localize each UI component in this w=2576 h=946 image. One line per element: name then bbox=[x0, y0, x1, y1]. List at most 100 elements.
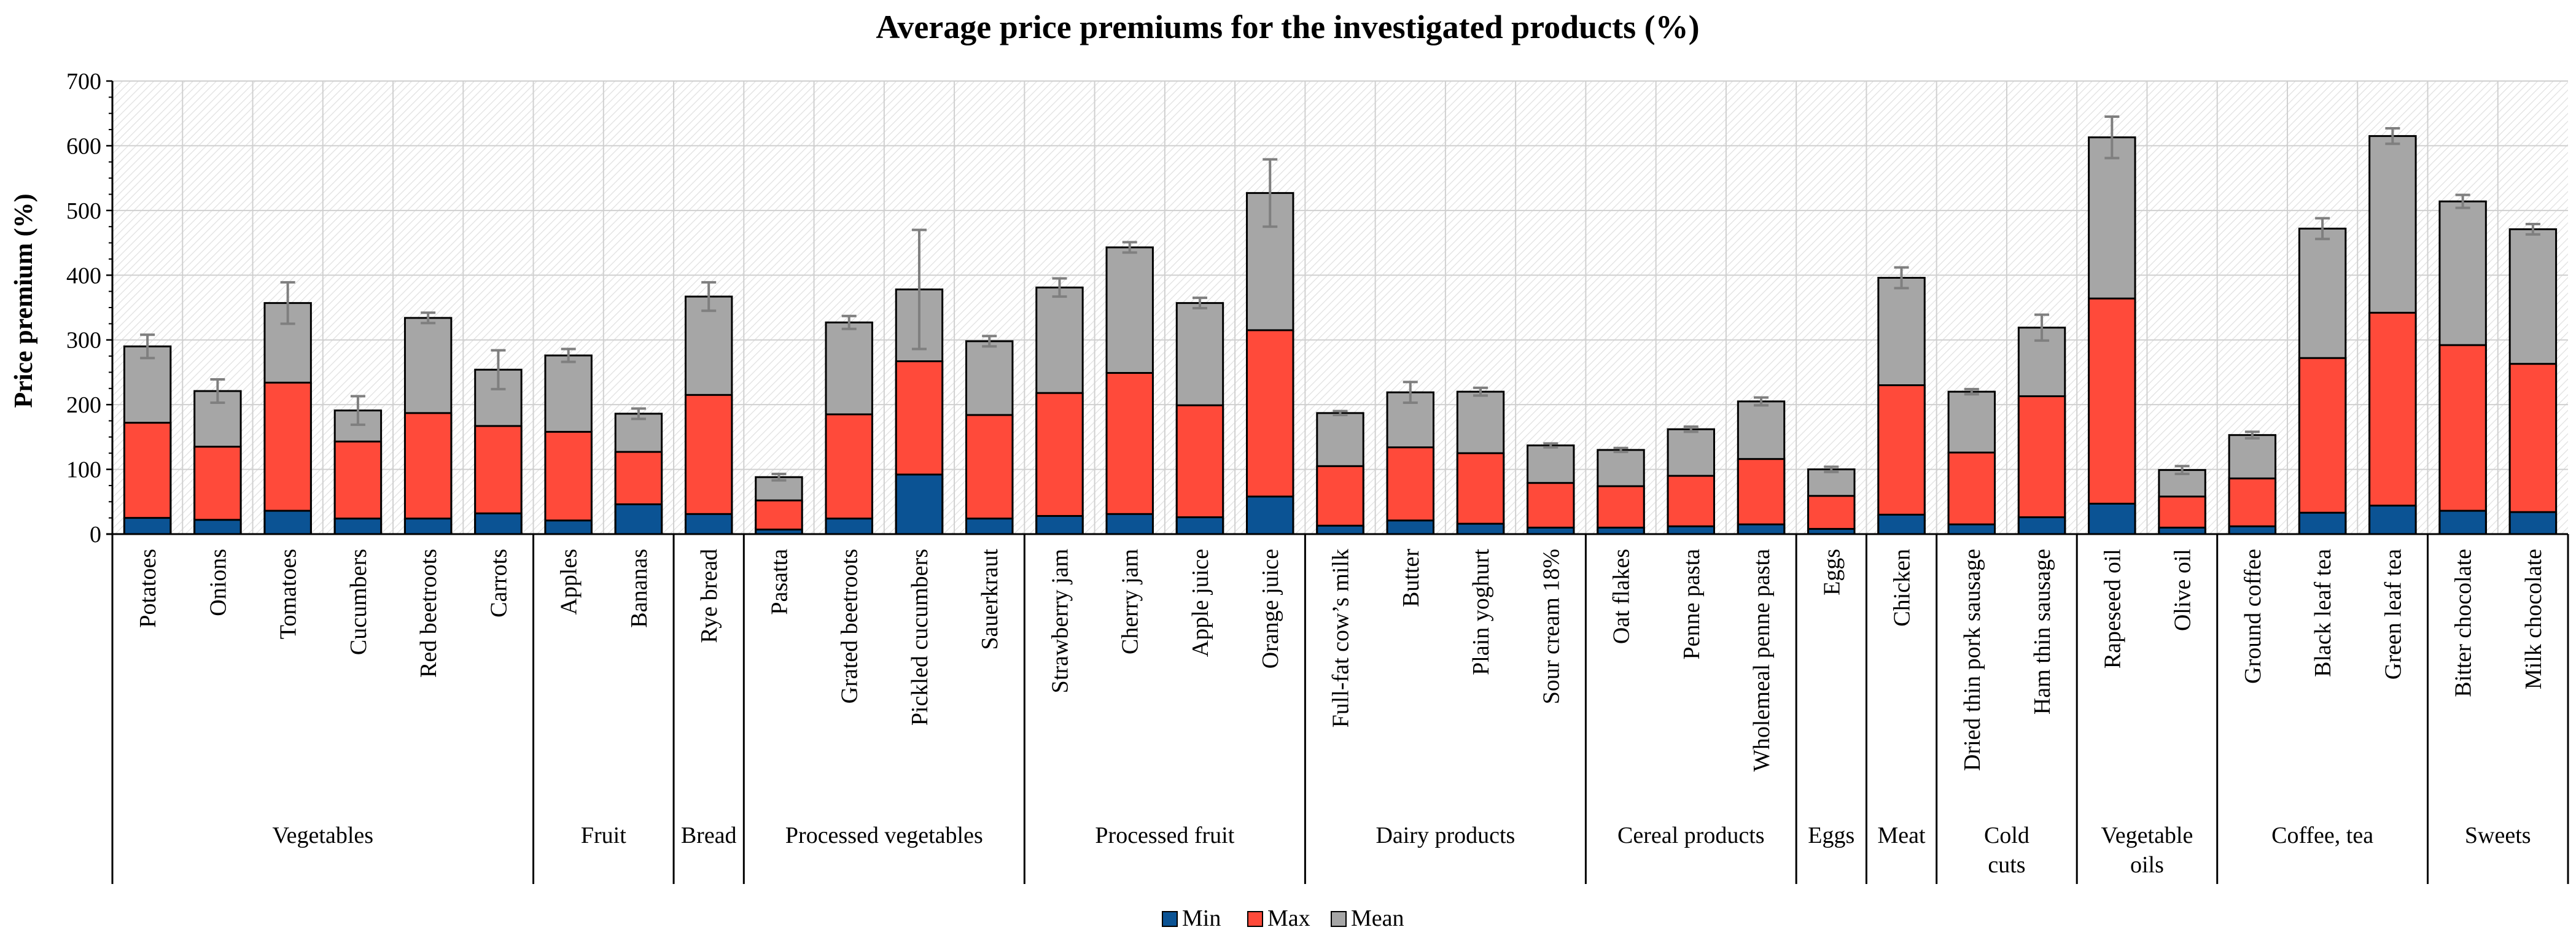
legend-swatch-mean bbox=[1331, 911, 1347, 927]
y-tick-label: 500 bbox=[66, 198, 101, 224]
group-label-line: Vegetable bbox=[2101, 823, 2193, 848]
bar-min bbox=[2508, 511, 2558, 535]
group-label-line: Cold bbox=[1984, 823, 2029, 848]
group-label: Vegetable oils bbox=[2101, 823, 2193, 878]
y-axis-label: Price premium (%) bbox=[10, 193, 38, 408]
bar-min bbox=[1456, 522, 1505, 535]
category-label: Grated beetroots bbox=[837, 549, 863, 704]
category-label: Penne pasta bbox=[1679, 549, 1705, 660]
bar-max bbox=[1035, 392, 1084, 535]
category-label: Pickled cucumbers bbox=[907, 549, 933, 726]
bar-min bbox=[1316, 524, 1364, 535]
y-tick-label: 200 bbox=[66, 392, 101, 418]
y-tick-label: 100 bbox=[66, 457, 101, 483]
group-label: Eggs bbox=[1808, 823, 1854, 848]
bar-min bbox=[1105, 513, 1154, 535]
bar-max bbox=[2298, 357, 2347, 535]
legend-label-min: Min bbox=[1182, 905, 1221, 931]
bar-max bbox=[2368, 311, 2417, 535]
category-label: Black leaf tea bbox=[2310, 549, 2336, 677]
legend: Min Max Mean bbox=[1162, 905, 1404, 931]
bar-min bbox=[895, 473, 944, 535]
bar-max bbox=[1456, 452, 1505, 535]
group-label: Cereal products bbox=[1617, 823, 1765, 848]
category-label: Onions bbox=[205, 549, 231, 616]
chart-title: Average price premiums for the investiga… bbox=[876, 9, 1699, 45]
legend-label-mean: Mean bbox=[1351, 905, 1404, 931]
bar-min bbox=[1667, 525, 1715, 535]
y-tick-label: 300 bbox=[66, 328, 101, 354]
category-label: Potatoes bbox=[135, 549, 161, 628]
bar-min bbox=[1877, 513, 1926, 535]
category-label: Milk chocolate bbox=[2521, 549, 2547, 689]
group-label: Cold cuts bbox=[1984, 823, 2029, 878]
category-label: Orange juice bbox=[1258, 549, 1283, 669]
bar-min bbox=[2438, 510, 2487, 535]
bar-min bbox=[2088, 502, 2136, 535]
bar-max bbox=[2438, 344, 2487, 535]
bar-min bbox=[965, 518, 1014, 535]
bar-max bbox=[403, 412, 453, 535]
group-label: Meat bbox=[1878, 823, 1926, 848]
legend-swatch-min bbox=[1162, 911, 1178, 927]
group-label-line: cuts bbox=[1988, 852, 2025, 878]
y-tick-label: 400 bbox=[66, 263, 101, 289]
bar-min bbox=[1737, 523, 1786, 535]
group-label: Dairy products bbox=[1376, 823, 1515, 848]
bar-min bbox=[193, 519, 242, 535]
bar-min bbox=[684, 513, 733, 535]
category-label: Tomatoes bbox=[276, 549, 302, 639]
bar-min bbox=[2228, 525, 2277, 535]
bar-min bbox=[1386, 519, 1434, 535]
category-label: Apples bbox=[556, 549, 582, 615]
bar-max bbox=[1877, 384, 1926, 535]
bar-min bbox=[474, 512, 523, 535]
group-label: Processed fruit bbox=[1095, 823, 1234, 848]
category-label: Red beetroots bbox=[416, 549, 442, 678]
category-label: Green leaf tea bbox=[2380, 549, 2406, 680]
category-label: Rye bread bbox=[696, 549, 722, 643]
bar-max bbox=[1737, 458, 1786, 535]
bar-max bbox=[2017, 395, 2066, 535]
group-label: Processed vegetables bbox=[785, 823, 983, 848]
bar-min bbox=[1947, 523, 1996, 535]
bar-max bbox=[1527, 482, 1575, 535]
category-label: Bitter chocolate bbox=[2451, 549, 2477, 697]
bar-min bbox=[1035, 514, 1084, 535]
category-label: Oat flakes bbox=[1609, 549, 1635, 644]
legend-label-max: Max bbox=[1267, 905, 1310, 931]
bar-min bbox=[2017, 516, 2066, 535]
group-label: Coffee, tea bbox=[2271, 823, 2373, 848]
category-label: Carrots bbox=[486, 549, 512, 618]
bar-max bbox=[1175, 404, 1224, 535]
category-label: Olive oil bbox=[2170, 549, 2196, 631]
bar-max bbox=[1947, 451, 1996, 535]
group-label-line: oils bbox=[2130, 852, 2164, 878]
category-label: Ground coffee bbox=[2240, 549, 2266, 684]
bar-min bbox=[614, 503, 663, 535]
group-label: Fruit bbox=[581, 823, 626, 848]
category-label: Butter bbox=[1398, 549, 1424, 607]
bar-min bbox=[544, 519, 593, 535]
category-label: Rapeseed oil bbox=[2099, 549, 2125, 669]
legend-swatch-max bbox=[1247, 911, 1263, 927]
bar-max bbox=[1105, 371, 1154, 535]
bar-max bbox=[1667, 475, 1715, 535]
group-label: Sweets bbox=[2465, 823, 2531, 848]
bar-max bbox=[1807, 495, 1856, 535]
group-label: Vegetables bbox=[272, 823, 373, 848]
bar-max bbox=[2088, 297, 2136, 535]
category-label: Full-fat cow’s milk bbox=[1328, 549, 1354, 727]
bar-min bbox=[123, 517, 172, 535]
bar-min bbox=[263, 510, 312, 535]
bar-min bbox=[1527, 526, 1575, 535]
category-label: Eggs bbox=[1819, 549, 1845, 595]
category-label: Strawberry jam bbox=[1047, 549, 1073, 693]
y-tick-label: 700 bbox=[66, 69, 101, 95]
category-label: Sour cream 18% bbox=[1538, 549, 1564, 704]
category-label: Chicken bbox=[1889, 549, 1915, 627]
bar-max bbox=[1316, 465, 1364, 535]
bar-min bbox=[403, 518, 453, 535]
bar-max bbox=[544, 430, 593, 535]
category-label: Pasatta bbox=[766, 549, 792, 615]
